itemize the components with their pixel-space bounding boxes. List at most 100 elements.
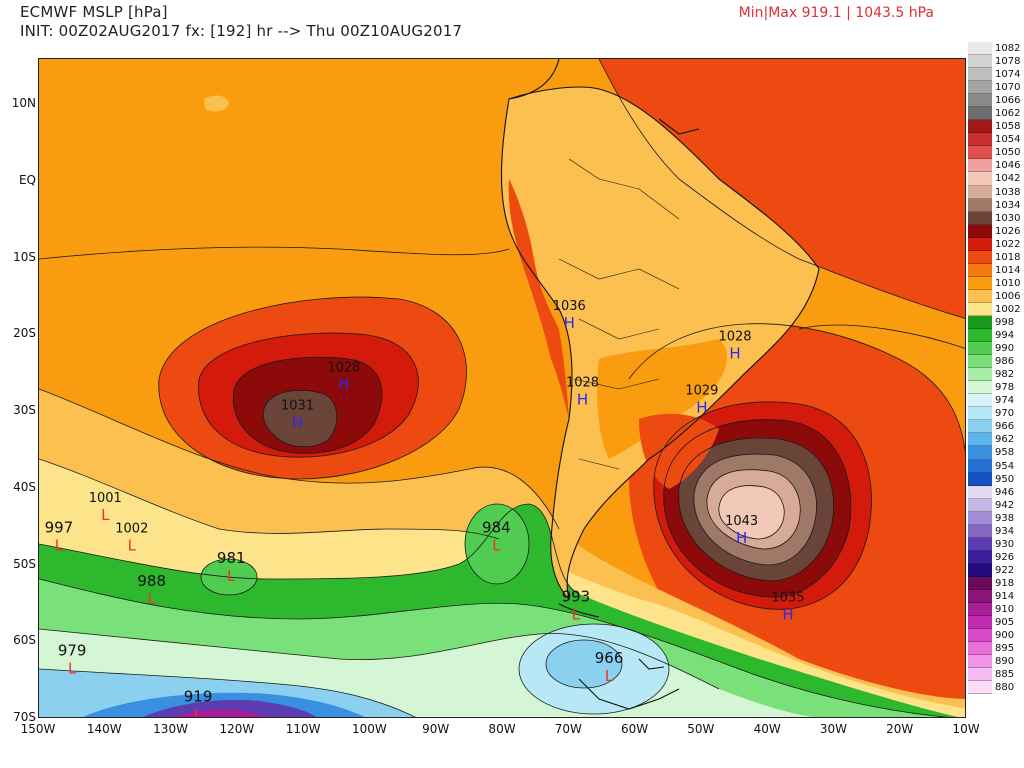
legend-swatch — [968, 563, 992, 577]
high-symbol: H — [564, 314, 575, 332]
legend-label: 978 — [995, 382, 1015, 394]
legend-entry: 970 — [968, 407, 1020, 421]
legend-entry: 885 — [968, 668, 1020, 682]
legend-swatch — [968, 381, 992, 395]
pressure-value-label: 997 — [45, 518, 74, 536]
legend-swatch — [968, 472, 992, 486]
legend-label: 885 — [995, 669, 1015, 681]
legend-label: 1066 — [995, 95, 1021, 107]
legend-swatch — [968, 146, 992, 160]
legend-entry: 1046 — [968, 159, 1021, 173]
legend-swatch — [968, 681, 992, 695]
high-symbol: H — [782, 606, 793, 624]
lat-tick-label: 50S — [13, 556, 36, 571]
legend-label: 1018 — [995, 251, 1021, 263]
legend-label: 1046 — [995, 160, 1021, 172]
legend-label: 1070 — [995, 82, 1021, 94]
legend-swatch — [968, 159, 992, 173]
legend-label: 1054 — [995, 134, 1021, 146]
legend-swatch — [968, 459, 992, 473]
legend-swatch — [968, 420, 992, 434]
legend-swatch — [968, 55, 992, 69]
legend-swatch — [968, 642, 992, 656]
legend-entry: 1070 — [968, 81, 1021, 95]
fill-small-blob — [204, 95, 229, 112]
pressure-value-label: 1029 — [685, 383, 718, 398]
legend-entry: 1050 — [968, 146, 1020, 160]
isobar-contours — [39, 59, 965, 717]
legend-swatch — [968, 68, 992, 82]
legend-entry: 1018 — [968, 250, 1021, 264]
legend-label: 914 — [995, 590, 1015, 602]
legend-entry: 1022 — [968, 237, 1020, 251]
pressure-value-label: 919 — [184, 687, 213, 705]
legend-entry: 1010 — [968, 276, 1020, 290]
legend-label: 966 — [995, 421, 1015, 433]
legend-entry: 918 — [968, 576, 1020, 590]
legend-label: 982 — [995, 369, 1015, 381]
legend-label: 1014 — [995, 264, 1021, 276]
legend-label: 1002 — [995, 303, 1021, 315]
legend-swatch — [968, 263, 992, 277]
legend-entry: 1038 — [968, 185, 1020, 199]
legend-swatch — [968, 250, 992, 264]
legend-label: 922 — [995, 564, 1015, 576]
fill-land-south-america — [501, 87, 819, 599]
legend-entry: 880 — [968, 681, 1020, 695]
legend-entry: 1082 — [968, 42, 1021, 56]
legend-label: 994 — [995, 330, 1015, 342]
lon-tick-label: 40W — [753, 722, 781, 736]
lon-tick-label: 130W — [153, 722, 188, 736]
legend-entry: 958 — [968, 446, 1020, 460]
legend-entry: 1034 — [968, 198, 1020, 212]
legend-swatch — [968, 616, 992, 630]
legend-swatch — [968, 368, 992, 382]
lat-tick-label: 40S — [13, 479, 36, 494]
legend-entry: 1014 — [968, 263, 1021, 277]
lat-tick-label: 10S — [13, 249, 36, 264]
legend-entry: 1062 — [968, 107, 1020, 121]
fill-andes — [508, 179, 569, 419]
legend-swatch — [968, 524, 992, 538]
legend-entry: 1054 — [968, 133, 1021, 147]
mslp-map: 1028H1031H1036H1028H1028H1029H1043H1035H… — [39, 59, 965, 717]
legend-entry: 895 — [968, 642, 1020, 656]
pressure-value-label: 966 — [595, 649, 624, 667]
pressure-value-label: 984 — [482, 518, 511, 536]
legend-swatch — [968, 276, 992, 290]
legend-label: 990 — [995, 343, 1015, 355]
legend-swatch — [968, 550, 992, 564]
legend-swatch — [968, 446, 992, 460]
legend-swatch — [968, 133, 992, 147]
legend-entry: 1066 — [968, 94, 1021, 108]
legend-entry: 914 — [968, 589, 1020, 604]
legend-entry: 1026 — [968, 224, 1020, 238]
fill-1018-northeast — [599, 59, 965, 319]
lat-tick-label: 10N — [11, 96, 36, 111]
low-symbol: L — [128, 536, 137, 554]
legend-label: 1082 — [995, 43, 1021, 54]
legend-label: 934 — [995, 525, 1015, 537]
lon-tick-label: 60W — [620, 722, 649, 736]
legend-label: 926 — [995, 551, 1015, 563]
legend-entry: 926 — [968, 550, 1020, 564]
country-borders — [558, 158, 680, 470]
pressure-value-label: 1001 — [89, 491, 122, 506]
pressure-value-label: 981 — [217, 549, 246, 567]
legend-entry: 922 — [968, 563, 1020, 577]
legend-entry: 1042 — [968, 172, 1020, 186]
legend-swatch — [968, 329, 992, 343]
legend-label: 998 — [995, 316, 1015, 328]
legend-entry: 954 — [968, 459, 1020, 473]
legend-entry: 982 — [968, 368, 1020, 382]
legend-swatch — [968, 589, 992, 604]
legend-label: 986 — [995, 356, 1015, 368]
legend-swatch — [968, 655, 992, 669]
legend-swatch — [968, 342, 992, 356]
pressure-value-label: 1028 — [566, 376, 599, 391]
